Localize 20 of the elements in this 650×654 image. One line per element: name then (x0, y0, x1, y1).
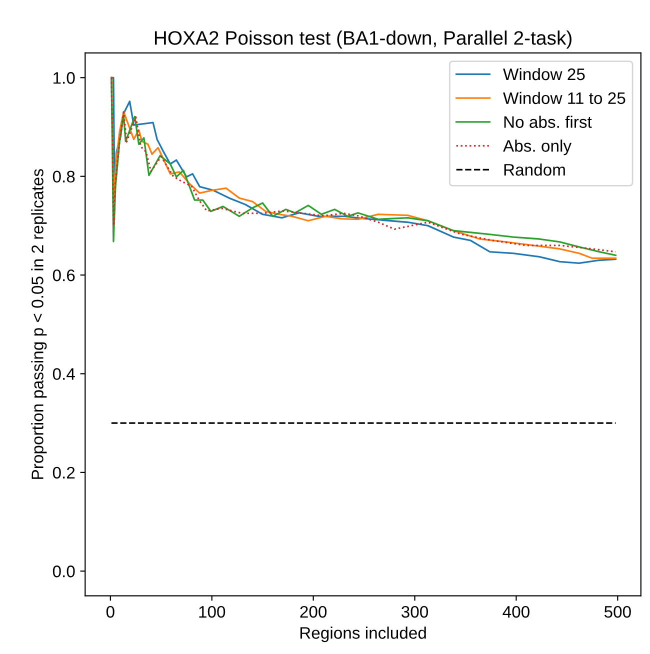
y-tick-label: 0.4 (52, 368, 75, 380)
y-tick-label: 0.2 (52, 466, 75, 479)
y-tick-label: 0.8 (52, 170, 75, 183)
x-tick-label: 200 (300, 606, 327, 618)
y-axis-title: Proportion passing p < 0.05 in 2 replicates (31, 169, 47, 479)
legend-label: Abs. only (503, 140, 572, 156)
legend-label: Window 25 (503, 68, 585, 80)
y-tick-label: 1.0 (54, 72, 75, 84)
x-tick-label: 300 (402, 606, 428, 618)
y-tick-label: 0.0 (52, 566, 75, 578)
chart-title: HOXA2 Poisson test (BA1-down, Parallel 2-task) (154, 30, 572, 49)
x-tick-label: 100 (199, 606, 226, 618)
legend-label: Random (504, 163, 565, 176)
x-tick-label: 0 (106, 606, 114, 618)
x-tick-label: 500 (604, 606, 631, 618)
x-tick-label: 400 (502, 606, 530, 618)
y-tick-label: 0.6 (52, 269, 75, 282)
x-axis-title: Regions included (300, 626, 426, 642)
legend-label: Window 11 to 25 (503, 92, 626, 104)
legend-label: No abs. first (504, 116, 592, 128)
